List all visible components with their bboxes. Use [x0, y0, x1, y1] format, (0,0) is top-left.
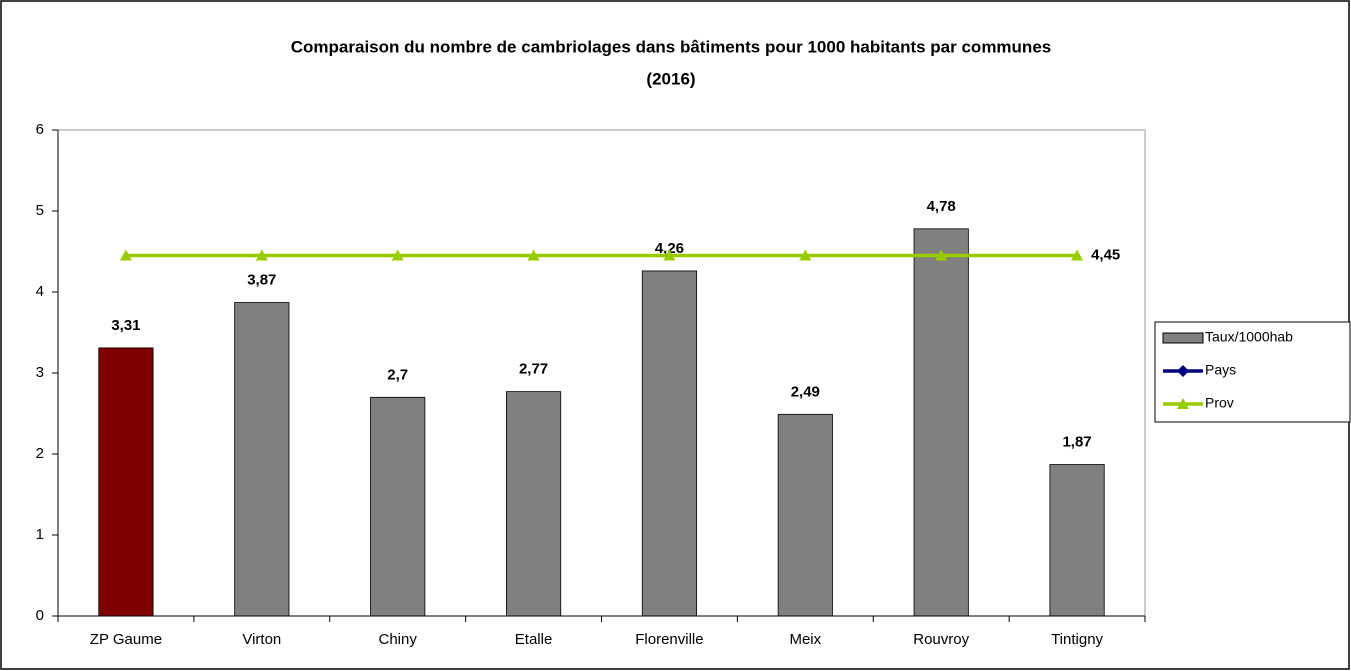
legend-label: Prov	[1205, 395, 1234, 411]
y-tick-label: 6	[36, 121, 44, 138]
y-tick-label: 2	[36, 445, 44, 462]
bar	[505, 391, 562, 617]
bar	[234, 302, 290, 617]
line-marker	[119, 249, 132, 261]
legend-marker	[1177, 365, 1189, 377]
data-label: 3,31	[111, 317, 140, 334]
y-tick-label: 4	[36, 283, 44, 300]
legend-label: Taux/1000hab	[1205, 329, 1293, 345]
y-tick-label: 1	[36, 526, 44, 543]
x-tick-label: Etalle	[515, 631, 553, 648]
x-tick-label: Tintigny	[1051, 631, 1103, 648]
line-marker	[391, 249, 404, 261]
bar	[98, 347, 154, 617]
line-marker	[527, 249, 540, 261]
line-marker	[1071, 249, 1084, 261]
bar	[1049, 464, 1105, 617]
x-tick-label: Virton	[242, 631, 281, 648]
y-tick-label: 0	[36, 607, 44, 624]
x-tick-label: Chiny	[379, 631, 418, 648]
x-tick-label: Meix	[789, 631, 821, 648]
bar	[913, 228, 969, 617]
data-label: 4,45	[1091, 247, 1120, 264]
line-marker	[663, 249, 676, 261]
y-tick-label: 3	[36, 364, 44, 381]
legend-label: Pays	[1205, 362, 1236, 378]
line-marker	[799, 249, 812, 261]
data-label: 4,26	[655, 240, 684, 257]
chart-title: Comparaison du nombre de cambriolages da…	[291, 37, 1051, 56]
data-label: 2,7	[387, 366, 408, 383]
bar	[641, 270, 698, 617]
legend-marker	[1177, 398, 1189, 409]
y-tick-label: 5	[36, 202, 44, 219]
x-tick-label: Florenville	[635, 631, 703, 648]
data-label: 2,49	[791, 383, 820, 400]
data-label: 3,87	[247, 271, 276, 288]
line-marker	[935, 249, 948, 261]
data-label: 2,77	[519, 361, 548, 378]
bar	[370, 396, 426, 617]
x-tick-label: ZP Gaume	[90, 631, 162, 648]
x-tick-label: Rouvroy	[913, 631, 969, 648]
bar	[777, 413, 833, 617]
legend-swatch	[1162, 332, 1204, 344]
line-marker	[255, 249, 268, 261]
data-label: 1,87	[1062, 433, 1091, 450]
chart-title: (2016)	[646, 69, 695, 88]
data-label: 4,78	[927, 198, 956, 215]
